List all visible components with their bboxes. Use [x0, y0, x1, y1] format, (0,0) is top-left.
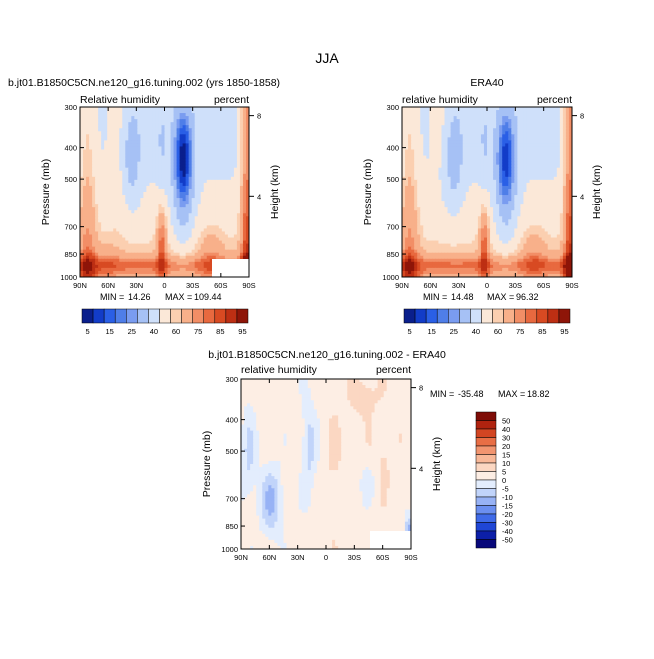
model-left-label: Relative humidity	[80, 94, 161, 106]
model-field	[80, 107, 250, 278]
obs-field	[402, 107, 573, 278]
y-tick-label: 400	[64, 144, 77, 153]
obs-left-label: relative humidity	[402, 94, 479, 106]
season-title: JJA	[315, 50, 339, 66]
obs-title: ERA40	[470, 77, 503, 89]
x-tick-label: 90S	[242, 281, 255, 290]
y-tick-label: 1000	[60, 273, 77, 282]
height-tick-label: 4	[257, 192, 261, 201]
model-ylabel: Pressure (mb)	[40, 159, 52, 226]
x-tick-label: 90N	[73, 281, 87, 290]
model-missing-data	[212, 259, 249, 277]
x-tick-label: 60N	[101, 281, 115, 290]
height-tick-label: 8	[257, 112, 261, 121]
model-title: b.jt01.B1850C5CN.ne120_g16.tuning.002 (y…	[8, 77, 280, 89]
x-tick-label: 0	[162, 281, 166, 290]
y-tick-label: 850	[64, 250, 77, 259]
y-tick-label: 300	[64, 103, 77, 112]
model-max-label: MAX =	[165, 292, 192, 302]
model-right-axis-label: Height (km)	[269, 165, 281, 219]
model-right-label: percent	[214, 94, 249, 106]
x-tick-label: 30S	[186, 281, 199, 290]
x-tick-label: 30N	[129, 281, 143, 290]
obs-right-label: percent	[537, 94, 572, 106]
model-min-label: MIN =	[100, 292, 124, 302]
y-tick-label: 700	[64, 223, 77, 232]
model-max-value: 109.44	[194, 292, 222, 302]
model-min-value: 14.26	[128, 292, 151, 302]
panel-model: b.jt01.B1850C5CN.ne120_g16.tuning.002 (y…	[8, 77, 281, 302]
y-tick-label: 500	[64, 175, 77, 184]
x-tick-label: 60S	[214, 281, 227, 290]
